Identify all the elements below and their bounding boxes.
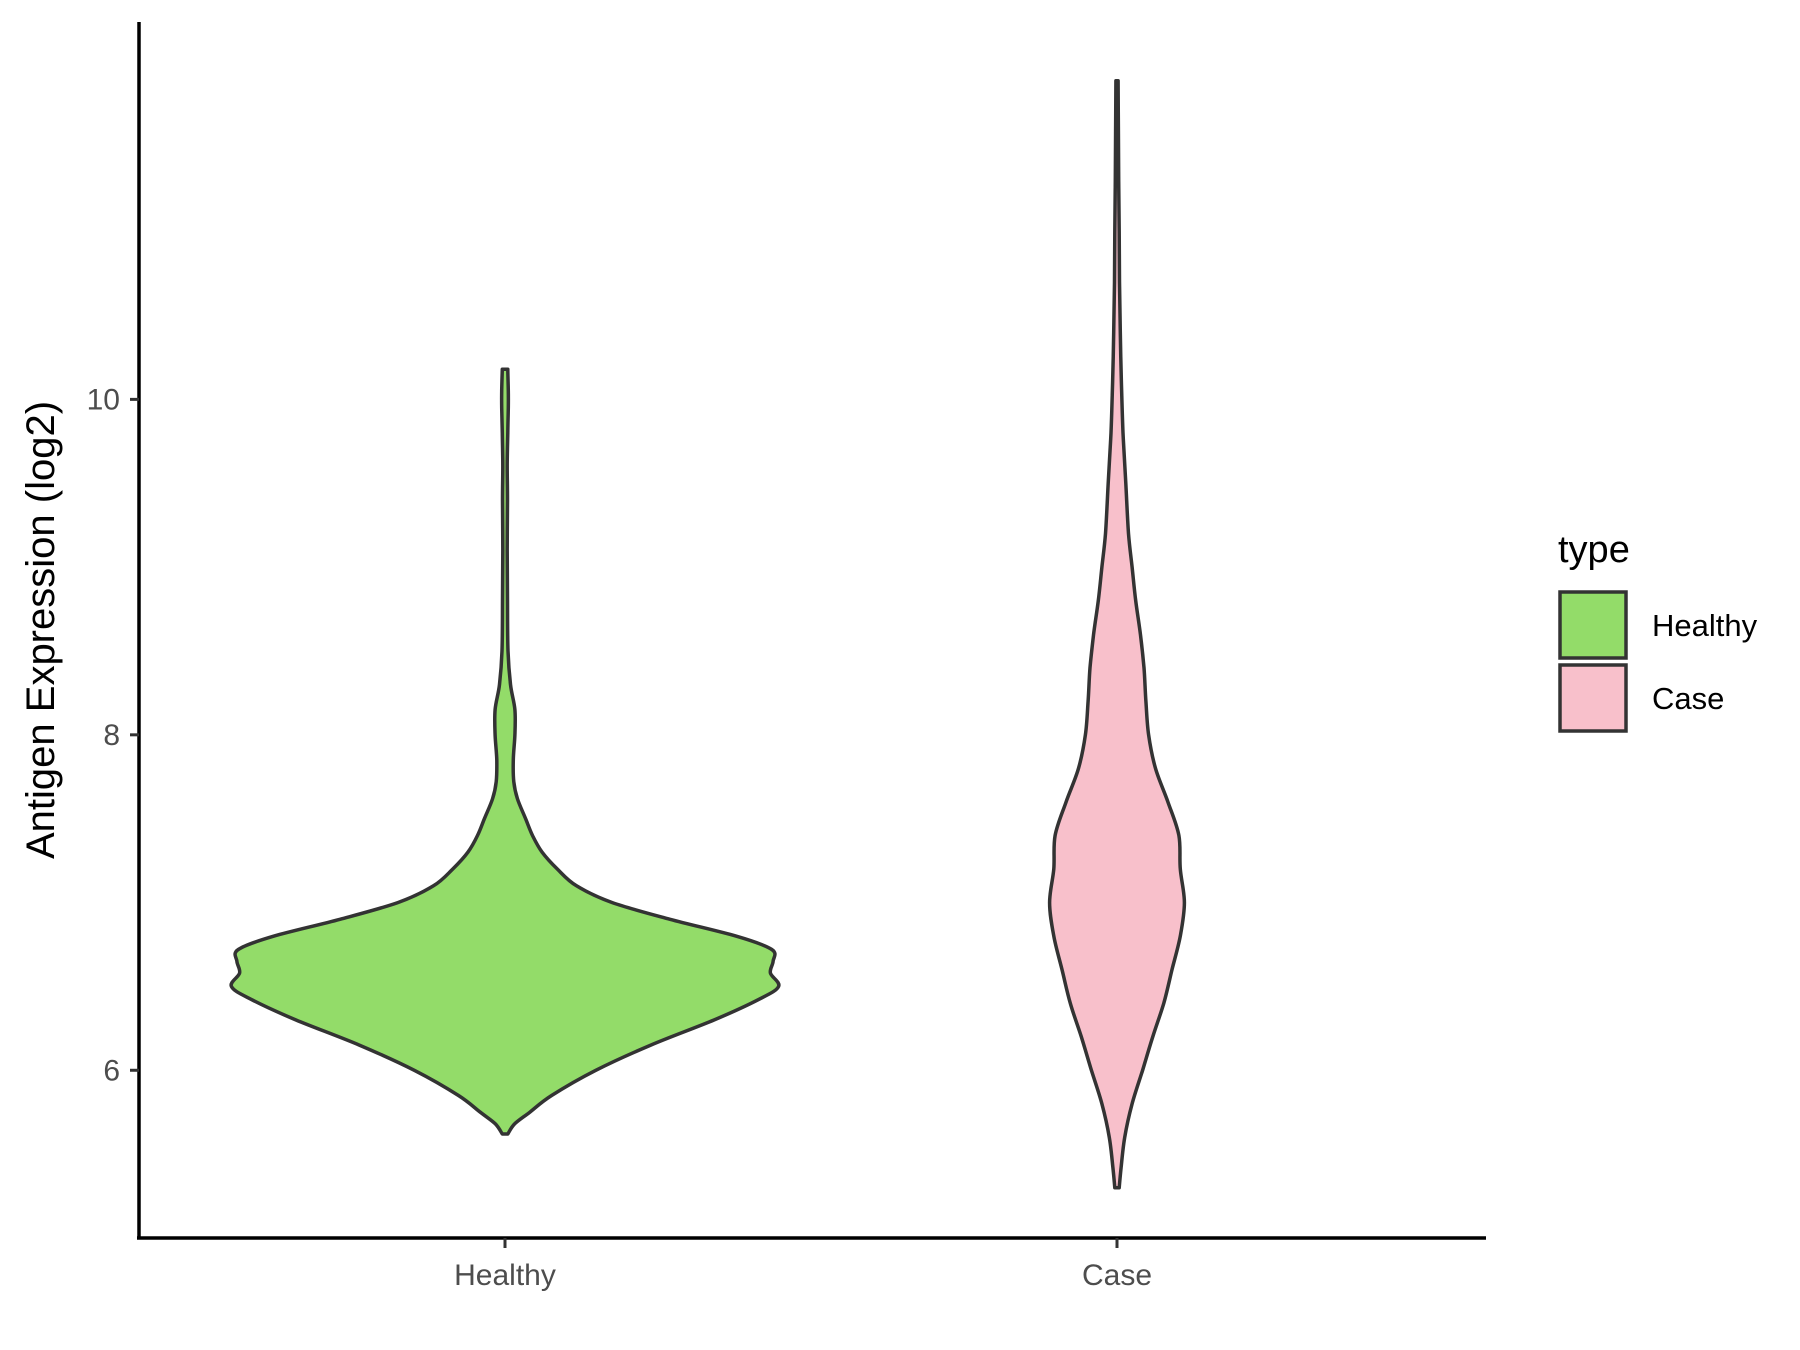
- y-axis-title: Antigen Expression (log2): [19, 401, 63, 859]
- legend-swatch-case: [1558, 663, 1628, 733]
- y-tick-label: 6: [103, 1054, 120, 1087]
- y-axis: 6 8 10: [87, 22, 141, 1238]
- violin-healthy: [229, 367, 781, 1136]
- y-ticks: 6 8 10: [87, 383, 139, 1087]
- plot-area: [229, 78, 1187, 1190]
- x-tick-label: Healthy: [454, 1259, 556, 1292]
- legend-label-healthy: Healthy: [1652, 608, 1758, 643]
- violin-case: [1047, 78, 1187, 1190]
- y-tick-label: 8: [103, 719, 120, 752]
- violins: [229, 78, 1187, 1190]
- legend: type Healthy Case: [1558, 529, 1758, 733]
- x-ticks: Healthy Case: [454, 1238, 1152, 1292]
- legend-swatch-healthy: [1558, 590, 1628, 660]
- x-axis: Healthy Case: [137, 1236, 1486, 1292]
- y-tick-label: 10: [87, 383, 120, 416]
- legend-entries: Healthy Case: [1558, 590, 1758, 733]
- legend-title: type: [1558, 529, 1630, 571]
- x-tick-label: Case: [1082, 1259, 1152, 1292]
- legend-label-case: Case: [1652, 681, 1724, 716]
